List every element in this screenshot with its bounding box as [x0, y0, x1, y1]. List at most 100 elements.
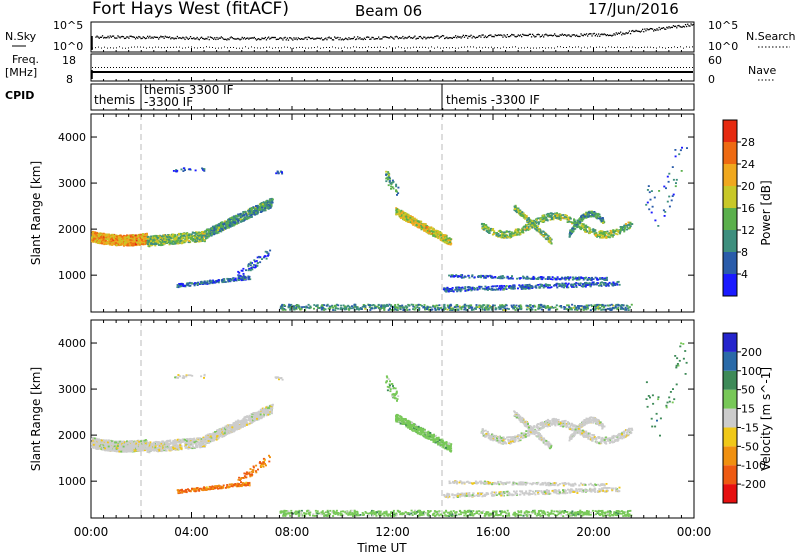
scatter-cell: [488, 309, 490, 311]
scatter-cell: [161, 244, 163, 246]
noise-point: [591, 35, 592, 36]
scatter-cell: [126, 242, 128, 244]
scatter-cell: [196, 237, 198, 239]
search-noise-point: [143, 47, 144, 48]
scatter-cell: [403, 307, 405, 309]
search-noise-point: [398, 46, 399, 47]
scatter-cell: [212, 231, 214, 233]
scatter-cell: [378, 304, 380, 306]
noise-point: [642, 29, 643, 30]
scatter-cell: [475, 308, 477, 310]
noise-point: [128, 38, 129, 39]
noise-right-tick-top: 10^5: [708, 19, 738, 32]
scatter-cell: [119, 238, 121, 240]
noise-point: [690, 23, 691, 24]
noise-point: [617, 34, 618, 35]
scatter-cell: [387, 178, 389, 180]
noise-point: [139, 37, 140, 38]
scatter-cell: [590, 304, 592, 306]
scatter-cell: [423, 306, 425, 308]
scatter-cell: [269, 205, 271, 207]
scatter-cell: [593, 283, 595, 285]
scatter-cell: [477, 289, 479, 291]
search-noise-point: [479, 47, 480, 48]
scatter-cell: [362, 306, 364, 308]
scatter-cell: [411, 304, 413, 306]
search-noise-point: [242, 48, 243, 49]
nave-point: [173, 67, 174, 68]
scatter-cell: [107, 241, 109, 243]
noise-point: [142, 38, 143, 39]
nave-point: [251, 67, 252, 68]
scatter-cell: [255, 264, 257, 266]
scatter-cell: [426, 308, 428, 310]
search-noise-point: [284, 47, 285, 48]
scatter-cell: [597, 279, 599, 281]
scatter-cell: [440, 239, 442, 241]
nave-point: [257, 67, 258, 68]
scatter-cell: [407, 216, 409, 218]
scatter-cell: [148, 238, 150, 240]
scatter-cell: [317, 306, 319, 308]
search-noise-point: [116, 47, 117, 48]
search-noise-point: [317, 46, 318, 47]
scatter-cell: [313, 304, 315, 306]
search-noise-point: [647, 47, 648, 48]
scatter-cell: [213, 233, 215, 235]
noise-point: [164, 38, 165, 39]
scatter-cell: [226, 225, 228, 227]
scatter-cell: [224, 227, 226, 229]
scatter-cell: [278, 172, 280, 174]
scatter-cell: [179, 286, 181, 288]
nave-point: [389, 67, 390, 68]
scatter-cell: [176, 286, 178, 288]
nave-point: [113, 67, 114, 68]
nave-point: [134, 67, 135, 68]
scatter-cell: [196, 233, 198, 235]
scatter-cell: [561, 278, 563, 280]
scatter-cell: [154, 237, 156, 239]
nave-point: [365, 67, 366, 68]
search-noise-point: [170, 47, 171, 48]
nave-point: [422, 67, 423, 68]
scatter-cell: [436, 232, 438, 234]
noise-point: [624, 33, 625, 34]
scatter-cell: [217, 229, 219, 231]
nave-point: [413, 67, 414, 68]
search-noise-point: [497, 47, 498, 48]
noise-point: [378, 36, 379, 37]
noise-point: [485, 35, 486, 36]
scatter-cell: [393, 181, 395, 183]
cpid-segment-3: themis -3300 IF: [446, 93, 540, 107]
search-noise-point: [326, 47, 327, 48]
search-noise-point: [380, 47, 381, 48]
search-noise-point: [98, 47, 99, 48]
noise-point: [433, 37, 434, 38]
scatter-cell: [524, 288, 526, 290]
noise-point: [137, 37, 138, 38]
nave-point: [260, 67, 261, 68]
scatter-cell: [277, 171, 279, 173]
noise-point: [403, 38, 404, 39]
search-noise-point: [602, 47, 603, 48]
noise-point: [354, 36, 355, 37]
scatter-cell: [198, 235, 200, 237]
noise-point: [393, 38, 394, 39]
scatter-cell: [492, 304, 494, 306]
noise-point: [146, 37, 147, 38]
scatter-cell: [621, 304, 623, 306]
scatter-cell: [430, 230, 432, 232]
scatter-cell: [403, 214, 405, 216]
scatter-cell: [543, 284, 545, 286]
scatter-cell: [616, 308, 618, 310]
nave-point: [419, 67, 420, 68]
scatter-cell: [194, 237, 196, 239]
scatter-cell: [429, 227, 431, 229]
search-noise-point: [245, 46, 246, 47]
noise-point: [535, 36, 536, 37]
nave-point: [626, 67, 627, 68]
scatter-cell: [530, 278, 532, 280]
noise-point: [206, 38, 207, 39]
nave-point: [95, 67, 96, 68]
nave-point: [92, 67, 93, 68]
